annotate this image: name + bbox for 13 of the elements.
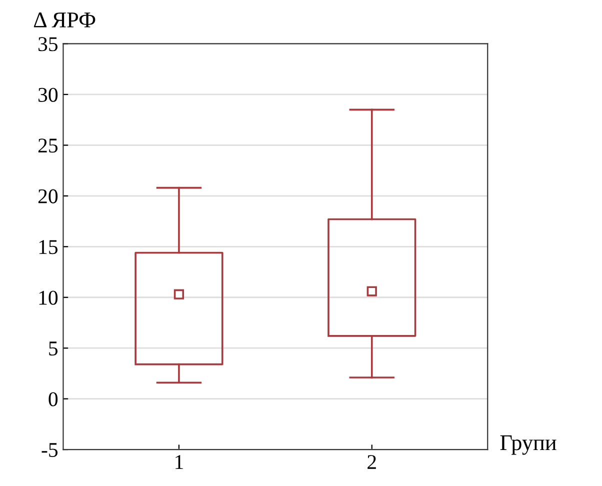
y-tick-label: 35 xyxy=(38,37,58,52)
y-tick-label: -5 xyxy=(42,443,58,457)
x-tick-label: 1 xyxy=(176,455,183,469)
y-tick-label: 20 xyxy=(38,189,58,204)
x-axis-title: Групи xyxy=(500,435,556,455)
y-tick-label: 10 xyxy=(39,290,58,305)
y-tick-label: 30 xyxy=(38,88,58,102)
y-axis-title: Δ ЯРФ xyxy=(34,12,96,28)
y-tick-label: 0 xyxy=(48,392,58,406)
y-tick-label: 25 xyxy=(38,138,58,153)
y-tick-label: 15 xyxy=(39,240,58,254)
y-tick-label: 5 xyxy=(49,342,58,356)
x-tick-label: 2 xyxy=(368,455,376,469)
